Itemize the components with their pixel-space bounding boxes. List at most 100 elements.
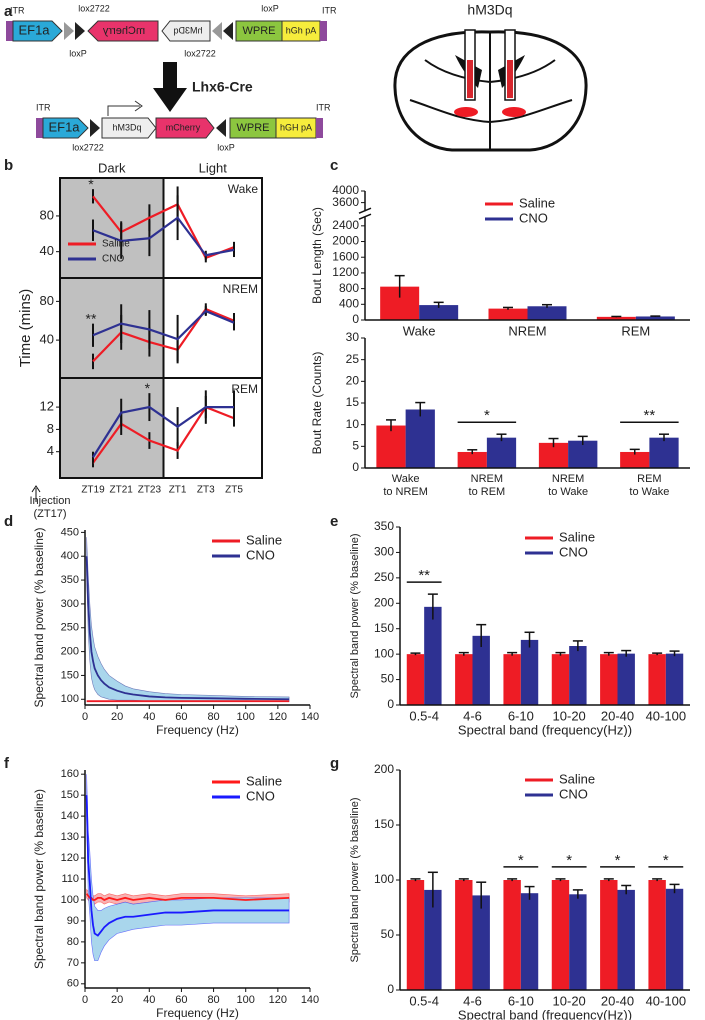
lox-triangle [90,119,100,137]
bar [617,653,635,705]
bar [457,451,487,468]
y-tick-label: 300 [374,545,394,559]
y-tick-label: 0 [387,982,394,996]
bar [472,895,490,990]
significance: * [566,852,572,869]
significance: ** [644,407,656,424]
x-tick-label: ZT5 [225,485,243,496]
x-tick-label: ZT19 [81,485,105,496]
y-axis-label: Bout Rate (Counts) [310,352,324,455]
series-line [92,195,235,260]
mcherry-label: mCherry [102,25,145,37]
x-tick-label: ZT21 [110,485,134,496]
bar [486,437,517,468]
bar [635,316,675,320]
axis-break-gap [359,211,371,218]
x-tick-label: NREM [508,323,546,338]
x-tick-label: 60 [175,994,187,1006]
bar [569,646,587,705]
y-tick-label: 800 [339,281,359,295]
bar [648,654,666,705]
x-tick-label: 100 [237,711,255,723]
y-tick-label: 90 [67,915,79,927]
x-tick-label: REM to Wake [629,473,670,498]
y-tick-label: 40 [40,332,54,347]
brain-lines [409,33,573,150]
subplot-label: REM [231,382,258,396]
y-tick-label: 160 [61,768,79,780]
x-tick-label: 40-100 [646,708,686,723]
x-tick-label-box: Wake to NREM [383,473,428,498]
y-tick-label: 100 [374,646,394,660]
y-tick-label: 150 [374,621,394,635]
y-tick-label: 70 [67,957,79,969]
bar [620,451,650,468]
significance: * [88,176,94,192]
y-axis-label: Time (mins) [17,289,34,368]
significance: * [663,852,669,869]
series-line [92,307,235,363]
significance: ** [86,310,97,326]
lox-triangle [223,22,233,40]
x-tick-label: 40 [143,994,155,1006]
x-tick-label: 0.5-4 [409,993,439,1008]
itr-label: ITR [36,102,51,112]
y-tick-label: 0 [352,312,359,326]
x-tick-label: ZT1 [169,485,187,496]
region-label: Light [199,160,228,175]
panel-letter: d [4,513,13,530]
series-line [92,405,234,458]
bar [600,654,618,705]
legend-label: Saline [102,239,130,250]
hm3dq-box [161,20,211,42]
lox-label: lox2722 [184,48,216,58]
series-line [92,216,235,257]
legend-label: CNO [246,547,275,562]
mcherry-label: mCherry [166,122,201,132]
y-tick-label: 110 [61,873,79,885]
y-tick-label: 120 [61,852,79,864]
axis-break [358,213,372,220]
x-tick-label: ZT3 [197,485,215,496]
wpre-label: WPRE [237,122,270,134]
legend-label: CNO [559,544,588,559]
x-axis-label: Spectral band (frequency(Hz)) [458,1007,632,1020]
y-tick-label: 400 [339,296,359,310]
x-tick-label: NREM to Wake [548,473,589,498]
error-band [86,774,290,962]
x-tick-label: ZT23 [138,485,162,496]
bar [568,440,598,468]
y-tick-label: 300 [61,598,79,610]
y-tick-label: 100 [61,693,79,705]
bar [648,880,666,990]
bar [455,880,473,990]
lox-label: loxP [261,3,279,13]
lox-triangle [64,22,74,40]
series-line [92,309,235,341]
subplot-frame [59,377,263,479]
y-tick-label: 450 [61,526,79,538]
lox-triangle [216,119,226,137]
ef1a-label: EF1a [48,119,80,134]
panel-letter: g [330,755,339,772]
injection-site [454,107,478,117]
subplot-label: Wake [228,182,259,196]
y-tick-label: 3600 [332,195,359,209]
legend-label: Saline [559,529,595,544]
y-tick-label: 150 [61,789,79,801]
hm3dq-box [101,117,157,139]
x-tick-label: 80 [207,994,219,1006]
panel-letter: e [330,513,338,530]
x-tick-label: 120 [269,711,287,723]
significance: * [484,407,490,424]
y-tick-label: 150 [61,669,79,681]
legend-label: CNO [102,254,124,265]
x-tick-label: 100 [237,994,255,1006]
y-tick-label: 0 [352,460,359,474]
itr-box [36,118,43,138]
x-tick-label: 140 [301,711,319,723]
y-tick-label: 80 [67,936,79,948]
x-tick-label: 120 [269,994,287,1006]
y-tick-label: 10 [346,417,360,431]
lox-triangle [212,22,222,40]
